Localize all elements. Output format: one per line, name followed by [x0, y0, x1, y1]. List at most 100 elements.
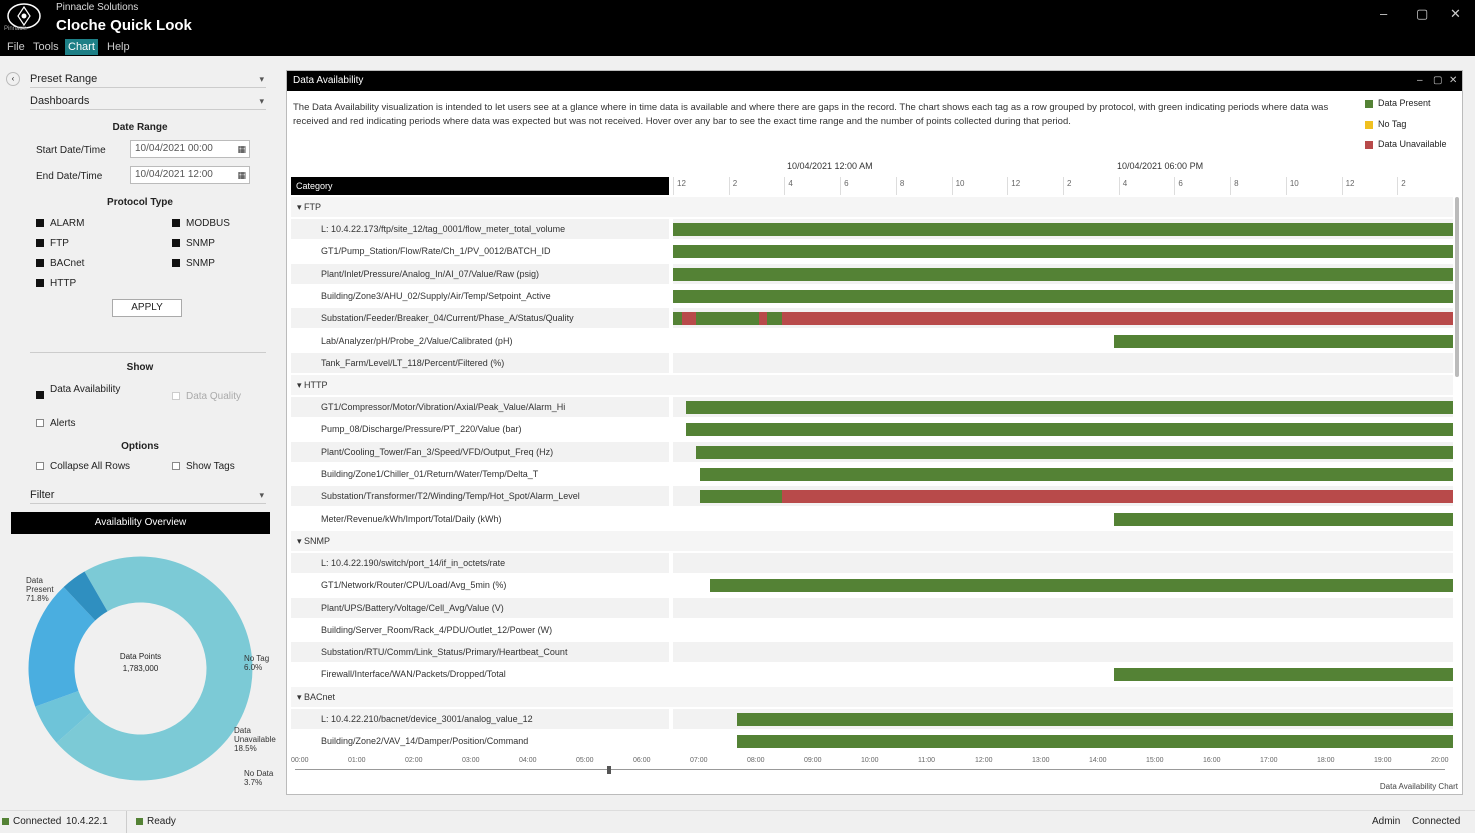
data-present-bar[interactable] [710, 579, 1453, 593]
data-present-bar[interactable] [673, 312, 683, 326]
calendar-icon[interactable]: ▦ [237, 144, 246, 154]
dashboards-dropdown[interactable]: Dashboards ▾ [30, 92, 266, 110]
data-present-bar[interactable] [696, 312, 759, 326]
show-data-availability-checkbox[interactable]: Data Availability [36, 384, 126, 399]
protocol-group-header[interactable]: ▾ HTTP [291, 375, 1453, 396]
donut-slice[interactable] [35, 690, 92, 743]
protocol-checkbox-snmp-2[interactable]: SNMP [172, 258, 215, 270]
data-present-bar[interactable] [700, 490, 783, 504]
calendar-icon[interactable]: ▦ [237, 170, 246, 180]
hour-tick-label: 4 [1122, 179, 1128, 188]
donut-slice[interactable] [63, 571, 108, 621]
data-present-bar[interactable] [686, 423, 1453, 437]
tag-row-track [673, 575, 1453, 595]
data-unavailable-bar[interactable] [682, 312, 697, 326]
data-present-bar[interactable] [736, 735, 1453, 748]
menu-tools[interactable]: Tools [33, 41, 59, 53]
protocol-checkbox-alarm[interactable]: ALARM [36, 218, 84, 230]
donut-slice[interactable] [28, 587, 96, 707]
hour-gridline [1063, 177, 1064, 195]
panel-maximize-button[interactable]: ▢ [1433, 75, 1443, 86]
tag-row-label[interactable]: L: 10.4.22.173/ftp/site_12/tag_0001/flow… [291, 219, 669, 239]
data-present-bar[interactable] [673, 267, 1453, 281]
show-alerts-checkbox[interactable]: Alerts [36, 418, 76, 430]
timeline-scroll-thumb[interactable] [607, 766, 611, 774]
logo-caption: Pinnacle [4, 26, 28, 32]
tag-row-track [673, 664, 1453, 684]
tag-row-label[interactable]: Pump_08/Discharge/Pressure/PT_220/Value … [321, 424, 522, 435]
tag-row-track [673, 219, 1453, 239]
close-button[interactable]: ✕ [1450, 6, 1461, 21]
tag-row-label[interactable]: Plant/Inlet/Pressure/Analog_In/AI_07/Val… [291, 263, 669, 284]
data-unavailable-bar[interactable] [782, 312, 1453, 326]
data-present-bar[interactable] [673, 223, 1453, 236]
data-present-bar[interactable] [1113, 334, 1453, 348]
tag-row-label[interactable]: Firewall/Interface/WAN/Packets/Dropped/T… [321, 669, 506, 680]
tag-row-label[interactable]: GT1/Network/Router/CPU/Load/Avg_5min (%) [321, 580, 507, 591]
hour-tick-label: 6 [844, 179, 849, 188]
data-present-bar[interactable] [766, 312, 783, 326]
preset-range-dropdown[interactable]: Preset Range ▾ [30, 70, 266, 88]
tag-row-label[interactable]: Plant/UPS/Battery/Voltage/Cell_Avg/Value… [291, 597, 669, 618]
data-unavailable-bar[interactable] [758, 312, 767, 326]
data-present-bar[interactable] [736, 712, 1453, 726]
data-present-bar[interactable] [673, 245, 1453, 259]
data-present-bar[interactable] [700, 468, 1453, 481]
filter-dropdown[interactable]: Filter ▾ [30, 486, 266, 504]
tag-row-label[interactable]: Meter/Revenue/kWh/Import/Total/Daily (kW… [321, 513, 502, 524]
status-dot-icon [136, 817, 143, 825]
data-present-bar[interactable] [1113, 512, 1453, 526]
menu-file[interactable]: File [7, 41, 25, 53]
collapse-all-rows-checkbox[interactable]: Collapse All Rows [36, 461, 130, 473]
panel-minimize-button[interactable]: – [1417, 75, 1423, 86]
tag-row-track [673, 419, 1453, 439]
protocol-group-header[interactable]: ▾ SNMP [291, 530, 1453, 551]
panel-close-button[interactable]: ✕ [1449, 75, 1458, 86]
menu-help[interactable]: Help [107, 41, 130, 53]
tag-row-label[interactable]: Tank_Farm/Level/LT_118/Percent/Filtered … [291, 352, 669, 373]
options-title: Options [121, 441, 159, 452]
tag-row-label[interactable]: Building/Zone2/VAV_14/Damper/Position/Co… [321, 736, 529, 746]
donut-slice[interactable] [56, 556, 253, 781]
tag-row-label[interactable]: Substation/RTU/Comm/Link_Status/Primary/… [291, 642, 669, 663]
minimize-button[interactable]: – [1380, 6, 1388, 21]
hour-gridline [1007, 177, 1009, 195]
start-date-input[interactable]: 10/04/2021 00:00 ▦ [130, 140, 250, 158]
tag-row-label[interactable]: L: 10.4.22.210/bacnet/device_3001/analog… [291, 708, 669, 729]
tag-row-label[interactable]: Building/Zone3/AHU_02/Supply/Air/Temp/Se… [321, 290, 551, 301]
apply-button[interactable]: APPLY [112, 299, 182, 317]
protocol-checkbox-modbus[interactable]: MODBUS [172, 218, 230, 230]
availability-overview-button[interactable]: Availability Overview [11, 512, 270, 534]
chevron-down-icon: ▾ [259, 74, 264, 84]
maximize-button[interactable]: ▢ [1416, 6, 1429, 21]
end-date-input[interactable]: 10/04/2021 12:00 ▦ [130, 166, 250, 184]
tag-row-label[interactable]: GT1/Compressor/Motor/Vibration/Axial/Pea… [291, 397, 669, 418]
legend-data-present: Data Present [1365, 98, 1431, 108]
tag-row-label[interactable]: Plant/Cooling_Tower/Fan_3/Speed/VFD/Outp… [291, 441, 669, 462]
data-present-bar[interactable] [1113, 668, 1453, 682]
data-unavailable-bar[interactable] [782, 490, 1453, 504]
data-present-bar[interactable] [696, 445, 1453, 459]
tag-row-label[interactable]: L: 10.4.22.190/switch/port_14/if_in_octe… [291, 552, 669, 573]
tag-row-label[interactable]: Substation/Transformer/T2/Winding/Temp/H… [291, 486, 669, 507]
protocol-checkbox-bacnet[interactable]: BACnet [36, 258, 84, 270]
tag-row-label[interactable]: GT1/Pump_Station/Flow/Rate/Ch_1/PV_0012/… [321, 246, 551, 257]
donut-callout-unavailable: Data Unavailable 18.5% [234, 726, 276, 753]
data-present-bar[interactable] [673, 289, 1453, 303]
collapse-panel-icon[interactable]: ‹ [6, 72, 20, 86]
protocol-checkbox-snmp[interactable]: SNMP [172, 238, 215, 250]
data-present-bar[interactable] [686, 401, 1453, 415]
tag-row-label[interactable]: Lab/Analyzer/pH/Probe_2/Value/Calibrated… [321, 335, 513, 346]
protocol-group-header[interactable]: ▾ FTP [291, 197, 1453, 217]
vertical-scrollbar[interactable] [1455, 197, 1459, 377]
tag-row-label[interactable]: Building/Zone1/Chiller_01/Return/Water/T… [321, 469, 539, 479]
title-bar: Pinnacle Pinnacle Solutions Cloche Quick… [0, 0, 1475, 38]
protocol-checkbox-ftp[interactable]: FTP [36, 238, 69, 250]
show-tags-checkbox[interactable]: Show Tags [172, 461, 235, 473]
donut-callout-notag: No Tag 6.0% [244, 654, 270, 672]
protocol-checkbox-http[interactable]: HTTP [36, 278, 76, 290]
protocol-group-header[interactable]: ▾ BACnet [291, 686, 1453, 707]
tag-row-label[interactable]: Substation/Feeder/Breaker_04/Current/Pha… [291, 308, 669, 329]
tag-row-label[interactable]: Building/Server_Room/Rack_4/PDU/Outlet_1… [321, 624, 553, 635]
menu-chart[interactable]: Chart [65, 39, 98, 55]
